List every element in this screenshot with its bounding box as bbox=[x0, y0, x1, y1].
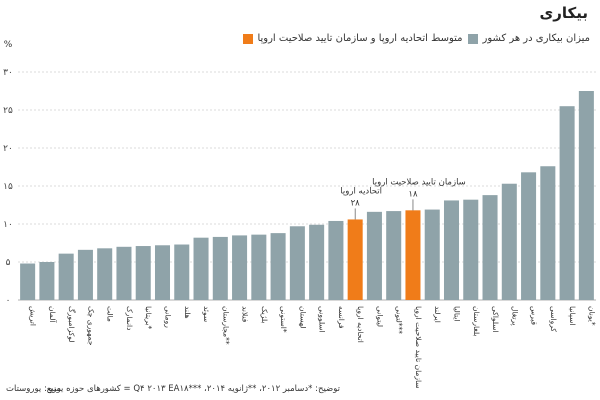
highlight-name-label: اتحادیه اروپا bbox=[340, 186, 382, 196]
x-tick-label: اتحادیه اروپا bbox=[356, 306, 365, 343]
bar bbox=[405, 210, 421, 300]
bar bbox=[174, 244, 190, 300]
bar bbox=[559, 106, 575, 300]
x-tick-label: رومانی bbox=[164, 306, 173, 328]
bar bbox=[20, 263, 36, 300]
x-tick-label: جمهوری چک bbox=[86, 306, 95, 346]
highlight-value-label: ۲۸ bbox=[351, 198, 361, 208]
bar bbox=[463, 199, 479, 300]
legend-swatch-eu bbox=[243, 33, 254, 44]
x-tick-label: فرانسه bbox=[337, 306, 346, 329]
x-tick-label: فنلاند bbox=[241, 306, 250, 323]
y-axis-unit: % bbox=[4, 40, 13, 50]
x-tick-label: اسلوونی bbox=[318, 306, 327, 333]
x-tick-label: هلند bbox=[183, 306, 192, 319]
bar bbox=[540, 166, 556, 300]
x-tick-label: اتریش bbox=[29, 306, 38, 326]
x-tick-label: پرتغال bbox=[510, 306, 519, 326]
x-tick-label: لتونی*** bbox=[395, 306, 404, 334]
x-tick-label: ایرلند bbox=[433, 306, 442, 323]
x-tick-label: دانمارک bbox=[125, 306, 134, 330]
legend-label-eu: متوسط اتحادیه اروپا و سازمان تایید صلاحی… bbox=[257, 33, 463, 44]
bar bbox=[482, 195, 498, 300]
bar bbox=[309, 224, 325, 300]
bar bbox=[270, 233, 286, 300]
bar bbox=[251, 234, 267, 300]
bar bbox=[116, 246, 132, 300]
y-tick-label: ۵ bbox=[6, 258, 11, 268]
bar bbox=[578, 91, 594, 300]
x-tick-label: لهستان bbox=[298, 306, 307, 329]
x-tick-label: آلمان bbox=[48, 306, 58, 323]
y-tick-label: ۱۰ bbox=[3, 220, 13, 230]
x-tick-label: استونی* bbox=[279, 306, 288, 333]
bar bbox=[97, 248, 113, 300]
bar bbox=[424, 209, 440, 300]
chart-legend: متوسط اتحادیه اروپا و سازمان تایید صلاحی… bbox=[243, 33, 590, 44]
x-tick-label: ایتالیا bbox=[453, 306, 462, 322]
y-tick-label: ۳۰ bbox=[3, 68, 13, 78]
y-tick-label: ۱۵ bbox=[3, 182, 13, 192]
page-title: بیکاری bbox=[539, 4, 589, 22]
x-tick-label: مجارستان** bbox=[221, 306, 230, 345]
bar bbox=[58, 253, 74, 300]
x-tick-label: قبرس bbox=[530, 306, 539, 326]
bar bbox=[443, 200, 460, 300]
y-tick-label: ۲۰ bbox=[3, 144, 13, 154]
bar bbox=[386, 211, 402, 300]
x-tick-label: بلغارستان bbox=[472, 306, 481, 336]
highlight-value-label: ۱۸ bbox=[408, 189, 418, 199]
y-tick-label: ۲۵ bbox=[3, 106, 13, 116]
bar bbox=[501, 183, 517, 300]
bar bbox=[212, 236, 228, 300]
legend-item-eu: متوسط اتحادیه اروپا و سازمان تایید صلاحی… bbox=[243, 33, 462, 44]
x-tick-label: سازمان تایید صلاحیت اروپا bbox=[414, 306, 423, 389]
x-tick-label: اسپانیا bbox=[568, 306, 577, 326]
bar bbox=[289, 226, 305, 300]
x-tick-label: مالت bbox=[106, 306, 115, 322]
x-tick-label: اسلواکی bbox=[491, 306, 500, 333]
footnote: توضیح: *دسامبر ۲۰۱۲، **ژانویه ۲۰۱۴، ***Q… bbox=[48, 384, 340, 394]
x-tick-label: کرواسی bbox=[549, 306, 558, 332]
x-tick-label: یونان* bbox=[587, 306, 596, 326]
bar bbox=[39, 262, 55, 300]
bar bbox=[77, 249, 93, 300]
bar bbox=[154, 245, 171, 300]
bar bbox=[347, 219, 363, 300]
legend-item-country: میزان بیکاری در هر کشور bbox=[468, 33, 590, 44]
bar bbox=[366, 211, 382, 300]
bar bbox=[135, 246, 151, 300]
bar bbox=[232, 235, 248, 300]
bar bbox=[193, 237, 209, 300]
legend-swatch-country bbox=[468, 33, 479, 44]
bar bbox=[521, 172, 537, 300]
legend-label-country: میزان بیکاری در هر کشور bbox=[482, 33, 590, 44]
x-tick-label: بلژیک bbox=[260, 306, 269, 324]
x-tick-label: لیتوانی bbox=[375, 306, 384, 327]
y-tick-label: ۰ bbox=[6, 296, 11, 306]
bar bbox=[328, 220, 344, 300]
highlight-name-label: سازمان تایید صلاحیت اروپا bbox=[372, 177, 466, 187]
source-note: منبع: یوروستات bbox=[6, 384, 62, 394]
x-tick-label: لوکزامبورگ bbox=[67, 306, 77, 342]
x-tick-label: بریتانیا* bbox=[144, 306, 153, 330]
x-tick-label: سوئد bbox=[202, 306, 211, 322]
